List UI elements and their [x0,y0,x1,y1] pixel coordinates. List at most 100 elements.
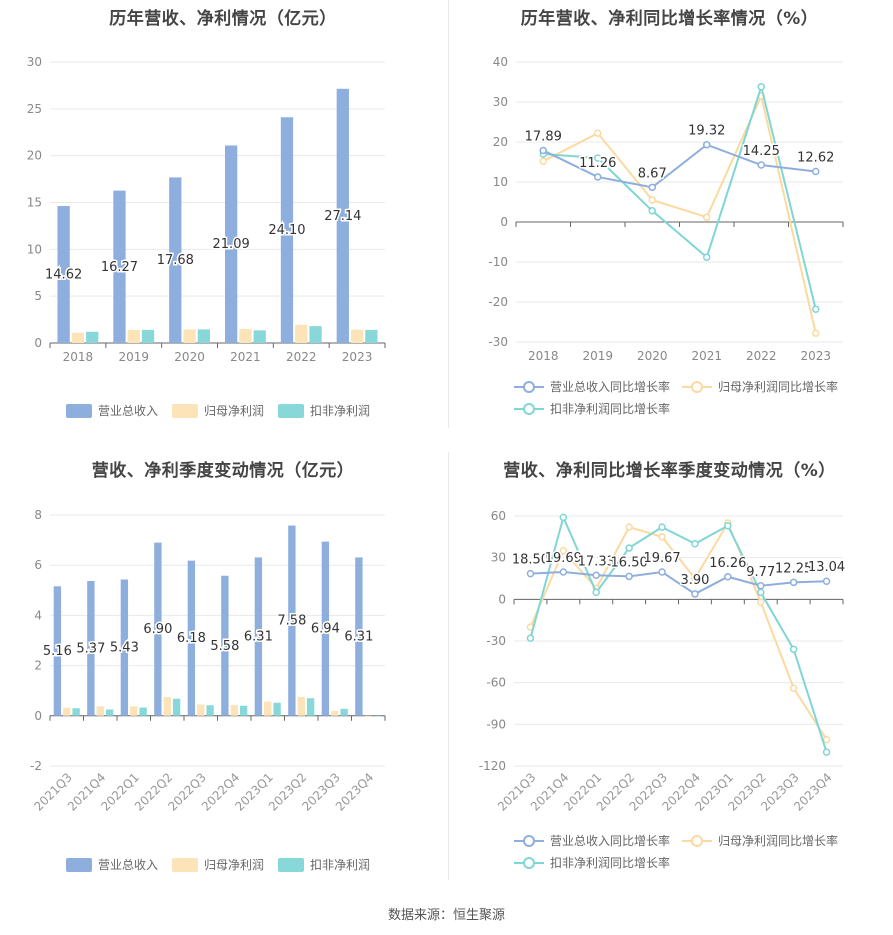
bar-revenue [254,557,263,716]
legend-item[interactable]: 扣非净利润 [278,402,370,419]
y-tick-label: 20 [493,135,508,149]
data-point [703,253,711,261]
data-label: 21.09 [213,237,250,252]
data-label: 16.50 [611,555,648,570]
data-label: 8.67 [638,166,667,181]
data-point [559,513,568,522]
y-tick-label: 30 [27,55,42,69]
data-label: 19.32 [688,124,725,139]
data-label: 19.67 [643,551,680,566]
bar-deducted-profit [172,698,181,716]
y-tick-label: 6 [34,558,42,572]
bar-net-profit [264,701,272,716]
quarterly-growth-chart: -120-90-60-30030602021Q32021Q42022Q12022… [479,509,847,814]
data-point [724,521,732,530]
vertical-divider-top [448,0,449,428]
chart-title: 历年营收、净利同比增长率情况（%） [520,9,819,29]
data-point [789,645,798,654]
data-label: 17.33 [578,554,615,569]
panel-quarterly-growth: 营收、净利同比增长率季度变动情况（%） -120 -90 -60 -30 0 30 60 20… [446,452,893,882]
legend-marker [691,380,703,393]
bar-net-profit [63,707,71,716]
legend-item[interactable]: 扣非净利润同比增长率 [514,854,670,871]
data-point [812,329,820,337]
legend-item[interactable]: 营业总收入同比增长率 [514,832,670,849]
data-point [691,574,699,583]
legend-marker [523,856,535,869]
legend-item[interactable]: 营业总收入 [66,856,158,873]
legend-label: 营业总收入 [98,858,159,872]
legend-item[interactable]: 营业总收入 [66,402,158,419]
series-line-revenue [542,143,816,189]
series-line-net-profit [542,92,817,334]
bar-net-profit [71,332,85,343]
data-point [648,207,656,215]
x-tick-label: 2020 [637,349,668,363]
quarterly-amounts-chart: -2024682021Q32021Q42022Q12022Q22022Q3202… [30,508,386,814]
data-point [539,157,547,165]
legend-swatch [66,403,92,418]
data-label: 14.62 [45,268,82,283]
legend-marker [523,380,535,393]
data-point [822,748,831,756]
bar-revenue [113,190,126,343]
data-label: 16.27 [101,260,138,275]
legend-item[interactable]: 归母净利润 [172,402,264,419]
legend-label: 扣非净利润同比增长率 [550,402,671,416]
data-point [757,161,765,169]
x-tick-label: 2022 [746,349,777,363]
y-tick-label: -90 [486,717,506,731]
legend-item[interactable]: 归母净利润同比增长率 [682,378,838,395]
bar-deducted-profit [239,705,248,716]
data-point [691,540,699,548]
series-line-deducted-profit [529,514,828,753]
data-label: 17.89 [525,129,562,144]
legend-item[interactable]: 扣非净利润同比增长率 [514,400,670,417]
data-point [592,571,600,580]
legend-item[interactable]: 归母净利润 [172,856,264,873]
data-point [658,568,666,576]
data-point [703,140,711,149]
legend-item[interactable]: 营业总收入同比增长率 [514,378,670,395]
y-tick-label: 0 [34,336,42,350]
bar-deducted-profit [141,329,155,343]
data-label: 12.62 [797,151,834,166]
y-tick-label: 30 [493,95,508,109]
legend-line-marker [514,856,544,869]
legend-label: 营业总收入 [98,404,159,418]
data-point [703,213,711,221]
annual-growth-chart: -30 -20 -10 0 10 20 30 40 2018 2019 2020 2021 2022 20… [488,55,844,363]
y-tick-label: -60 [486,676,506,690]
data-point [757,83,765,91]
data-label: 12.25 [775,561,812,576]
data-point [812,305,820,313]
legend-item[interactable]: 扣非净利润 [278,856,370,873]
bar-net-profit [239,328,252,343]
y-tick-label: -30 [488,335,508,349]
bar-net-profit [364,715,372,717]
bar-net-profit [96,706,104,716]
data-label: 7.58 [277,614,306,629]
data-label: 5.16 [43,644,72,659]
data-label: 24.10 [268,223,305,238]
bar-net-profit [197,704,205,716]
bar-deducted-profit [72,708,80,716]
legend-item[interactable]: 归母净利润同比增长率 [682,832,838,849]
bar-revenue [355,557,363,716]
legend: 营业总收入同比增长率 归母净利润同比增长率 扣非净利润同比增长率 [446,376,893,424]
y-tick-label: 60 [491,509,506,523]
legend-label: 营业总收入同比增长率 [550,380,671,394]
bar-net-profit [183,329,196,343]
y-tick-label: 10 [493,175,508,189]
data-point [658,523,666,531]
legend-line-marker [514,402,544,415]
bar-revenue [280,117,294,343]
x-tick-label: 2021 [691,349,722,363]
data-label: 27.14 [324,209,361,224]
series-line-deducted-profit [543,83,817,310]
y-tick-label: 30 [491,551,506,565]
legend-swatch [172,403,198,418]
data-label: 18.50 [512,553,549,568]
data-point [757,588,765,597]
legend-swatch [172,857,198,872]
